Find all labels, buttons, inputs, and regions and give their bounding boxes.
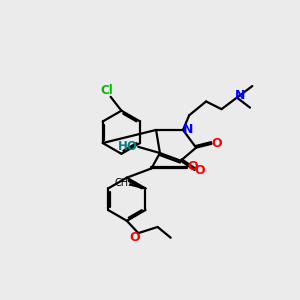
Text: Cl: Cl [100,84,113,97]
Text: O: O [212,136,222,149]
Text: CH₃: CH₃ [114,178,132,188]
Text: HO: HO [118,140,137,153]
Text: O: O [187,160,198,173]
Text: O: O [129,231,140,244]
Text: N: N [235,89,245,102]
Text: N: N [182,123,193,136]
Text: O: O [195,164,205,177]
